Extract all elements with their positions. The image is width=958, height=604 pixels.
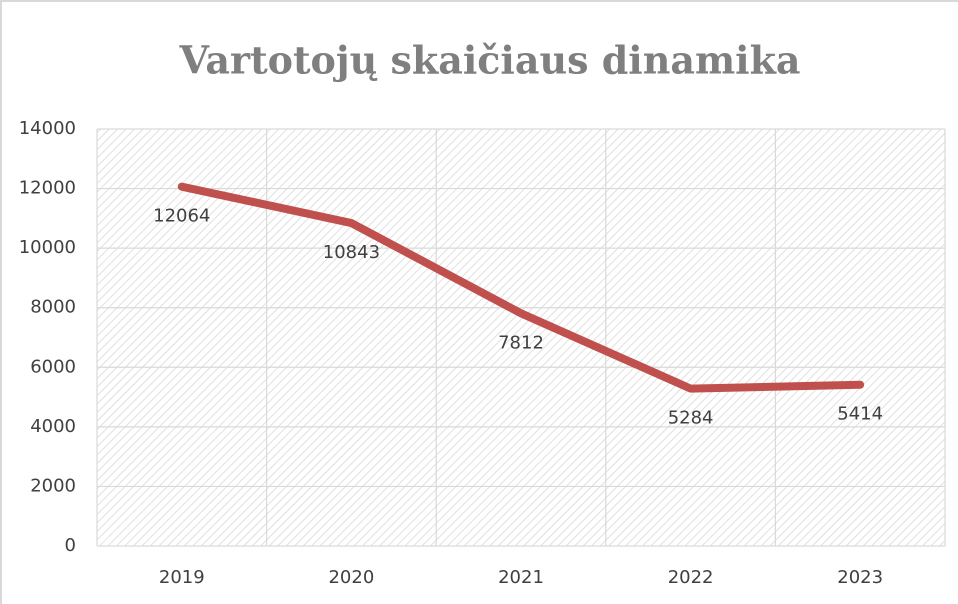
y-tick-label: 8000 <box>30 297 76 318</box>
data-label: 5414 <box>837 404 883 425</box>
y-tick-label: 2000 <box>30 475 76 496</box>
y-tick-label: 12000 <box>19 178 76 199</box>
y-tick-label: 0 <box>65 535 76 556</box>
data-label: 12064 <box>153 206 210 227</box>
x-tick-label: 2019 <box>159 567 205 588</box>
x-tick-label: 2023 <box>837 567 883 588</box>
x-tick-label: 2022 <box>668 567 714 588</box>
y-tick-label: 14000 <box>19 118 76 139</box>
x-tick-label: 2021 <box>498 567 544 588</box>
y-tick-label: 4000 <box>30 416 76 437</box>
data-label: 10843 <box>323 242 380 263</box>
y-tick-label: 6000 <box>30 356 76 377</box>
line <box>177 182 865 393</box>
x-tick-label: 2020 <box>328 567 374 588</box>
data-label: 5284 <box>668 408 714 429</box>
y-tick-label: 10000 <box>19 237 76 258</box>
chart-title: Vartotojų skaičiaus dinamika <box>178 38 800 83</box>
data-label: 7812 <box>498 332 544 353</box>
